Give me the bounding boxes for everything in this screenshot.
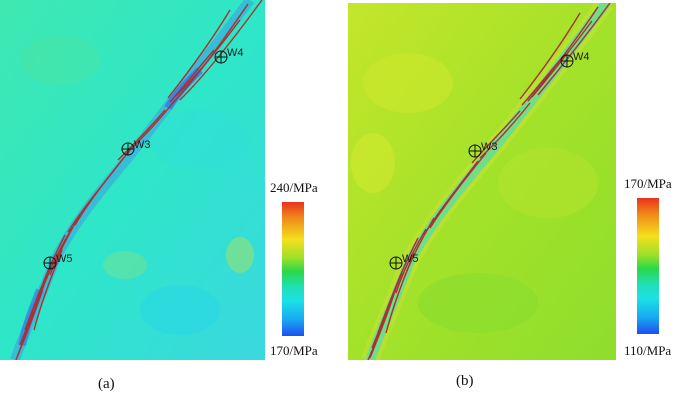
colorbar-b-max-label: 170/MPa xyxy=(624,176,672,191)
colorbar-b-min-label: 110/MPa xyxy=(624,343,672,358)
well-label-w4: W4 xyxy=(227,47,244,59)
stress-map-a: W4 W3 W5 xyxy=(0,0,265,360)
well-marker-w5: W5 xyxy=(43,253,73,270)
well-marker-w5: W5 xyxy=(389,253,419,270)
colorbar-a xyxy=(282,202,304,336)
well-label-w3: W3 xyxy=(134,139,151,151)
well-label-w3: W3 xyxy=(481,141,498,153)
well-label-w4: W4 xyxy=(573,51,590,63)
stress-map-a-image: W4 W3 W5 xyxy=(0,0,265,360)
well-marker-w3: W3 xyxy=(468,141,498,158)
well-marker-w4: W4 xyxy=(560,51,590,68)
stress-map-b: W4 W3 W5 xyxy=(348,3,616,360)
colorbar-a-min-label: 170/MPa xyxy=(270,343,318,358)
well-label-w5: W5 xyxy=(56,253,73,265)
caption-a: (a) xyxy=(98,376,115,392)
caption-b: (b) xyxy=(456,373,474,389)
colorbar-b xyxy=(637,198,659,334)
well-label-w5: W5 xyxy=(402,253,419,265)
well-marker-w4: W4 xyxy=(214,47,244,64)
stress-map-b-image: W4 W3 W5 xyxy=(348,3,616,360)
well-marker-w3: W3 xyxy=(121,139,151,156)
colorbar-a-max-label: 240/MPa xyxy=(270,180,318,195)
